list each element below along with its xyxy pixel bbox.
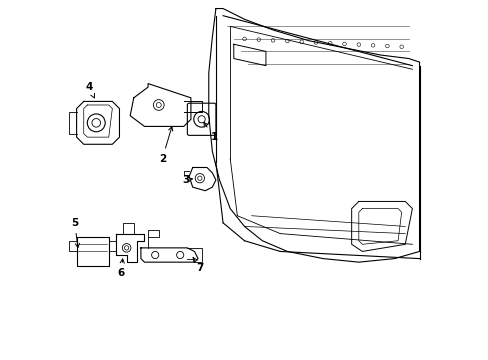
FancyBboxPatch shape xyxy=(187,103,216,135)
Text: 6: 6 xyxy=(118,259,124,278)
Text: 1: 1 xyxy=(203,122,217,142)
Text: 5: 5 xyxy=(71,218,80,248)
Text: 7: 7 xyxy=(193,257,203,273)
Bar xyxy=(77,237,108,266)
Text: 4: 4 xyxy=(85,82,94,98)
Text: 2: 2 xyxy=(159,127,172,163)
Text: 3: 3 xyxy=(182,175,192,185)
